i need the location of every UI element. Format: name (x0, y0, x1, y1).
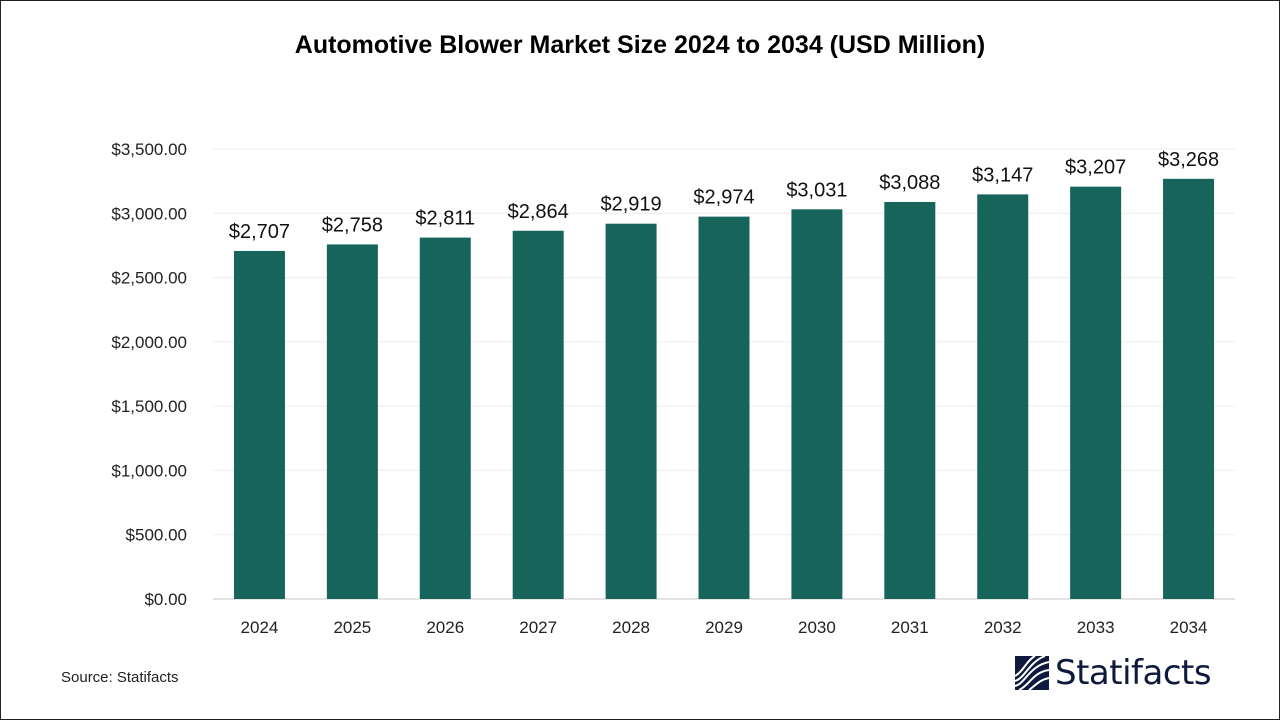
bar (1163, 178, 1215, 600)
bar (605, 223, 657, 599)
y-tick-label: $3,000.00 (111, 204, 187, 223)
bar (791, 209, 843, 600)
x-tick-label: 2024 (241, 618, 279, 637)
x-tick-label: 2027 (519, 618, 557, 637)
bar (1070, 186, 1122, 599)
data-label: $2,811 (415, 208, 475, 230)
bar (884, 201, 936, 599)
x-tick-label: 2034 (1170, 618, 1208, 637)
data-label: $3,088 (879, 172, 940, 194)
bar (698, 216, 750, 599)
x-tick-label: 2026 (426, 618, 464, 637)
bar (419, 237, 471, 600)
x-tick-label: 2028 (612, 618, 650, 637)
data-label: $2,864 (508, 201, 569, 223)
x-tick-label: 2032 (984, 618, 1022, 637)
logo-text: Statifacts (1055, 653, 1212, 693)
data-label: $3,207 (1065, 157, 1126, 179)
y-tick-label: $1,000.00 (111, 461, 187, 480)
x-tick-label: 2029 (705, 618, 743, 637)
data-label: $3,268 (1158, 149, 1219, 171)
x-tick-label: 2031 (891, 618, 929, 637)
statifacts-logo: Statifacts (1015, 653, 1212, 693)
data-label: $2,758 (322, 214, 383, 236)
data-label: $3,031 (786, 179, 847, 201)
data-label: $2,919 (601, 194, 662, 216)
data-label: $3,147 (972, 164, 1033, 186)
data-label: $2,707 (229, 221, 290, 243)
bar-chart: $0.00 $500.00 $1,000.00 $1,500.00 $2,000.00 $… (111, 140, 1235, 637)
x-tick-label: 2030 (798, 618, 836, 637)
data-label: $2,974 (693, 187, 754, 209)
y-tick-label: $500.00 (126, 526, 187, 545)
statifacts-logo-icon (1015, 656, 1049, 690)
x-tick-label: 2025 (333, 618, 371, 637)
bar (326, 244, 378, 599)
y-tick-label: $2,500.00 (111, 269, 187, 288)
y-tick-label: $1,500.00 (111, 397, 187, 416)
bar (233, 250, 285, 599)
bar (977, 194, 1029, 599)
x-tick-label: 2033 (1077, 618, 1115, 637)
y-tick-label: $3,500.00 (111, 140, 187, 159)
y-tick-label: $2,000.00 (111, 333, 187, 352)
chart-title: Automotive Blower Market Size 2024 to 20… (294, 31, 986, 59)
bar (512, 230, 564, 599)
source-note: Source: Statifacts (61, 669, 179, 686)
y-tick-label: $0.00 (144, 590, 187, 609)
